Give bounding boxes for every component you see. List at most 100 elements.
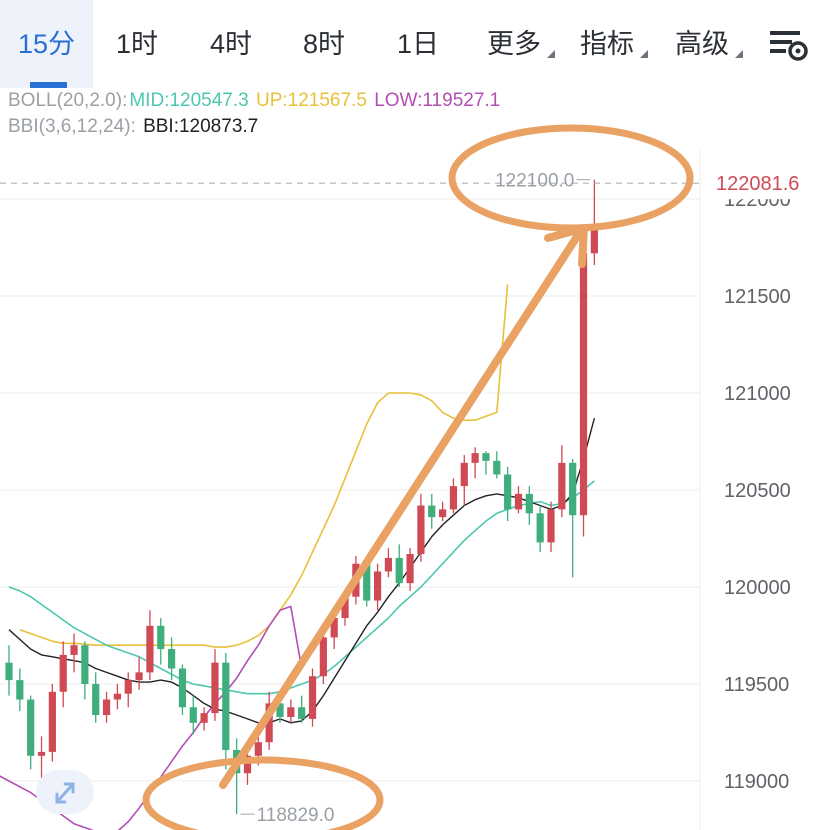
candle-down[interactable] bbox=[92, 672, 100, 723]
candle-up[interactable] bbox=[471, 447, 479, 479]
indicator-settings-icon[interactable] bbox=[768, 24, 810, 64]
candle-down[interactable] bbox=[395, 544, 403, 587]
candle-down[interactable] bbox=[298, 695, 306, 723]
candle-down[interactable] bbox=[569, 458, 577, 578]
candle-up[interactable] bbox=[243, 749, 252, 785]
boll-legend: BOLL(20,2.0): MID:120547.3 UP:121567.5 LO… bbox=[8, 90, 502, 112]
tab-label: 8时 bbox=[303, 29, 346, 59]
price-axis: 1190001195001200001205001210001215001220… bbox=[724, 189, 791, 793]
bbi-line bbox=[8, 418, 596, 724]
candle-up[interactable] bbox=[59, 641, 67, 708]
candle-up[interactable] bbox=[579, 247, 588, 537]
candle-down[interactable] bbox=[493, 451, 501, 479]
candle-down[interactable] bbox=[168, 637, 176, 681]
candle-down[interactable] bbox=[5, 645, 13, 696]
tab-1h[interactable]: 1时 bbox=[116, 0, 158, 88]
candle-body bbox=[428, 505, 436, 518]
candle-up[interactable] bbox=[287, 699, 295, 723]
candle-body bbox=[493, 460, 501, 475]
candle-body bbox=[406, 554, 414, 584]
candle-down[interactable] bbox=[525, 486, 533, 525]
candle-up[interactable] bbox=[308, 668, 317, 727]
candle-up[interactable] bbox=[102, 691, 111, 723]
candles[interactable] bbox=[5, 179, 598, 815]
bollinger-bands bbox=[0, 284, 596, 830]
candle-body bbox=[211, 662, 219, 714]
candle-body bbox=[243, 755, 252, 774]
tab-label: 更多 bbox=[487, 29, 541, 59]
candle-body bbox=[579, 253, 588, 516]
price-tick-label: 119500 bbox=[724, 674, 789, 696]
active-tab-indicator bbox=[30, 82, 67, 88]
tab-4h[interactable]: 4时 bbox=[210, 0, 252, 88]
candle-up[interactable] bbox=[135, 656, 143, 690]
candle-body bbox=[168, 649, 176, 669]
candle-body bbox=[590, 228, 598, 254]
candle-up[interactable] bbox=[113, 684, 121, 710]
tab-advanced[interactable]: 高级 bbox=[675, 0, 743, 88]
candle-body bbox=[558, 462, 566, 510]
candle-down[interactable] bbox=[27, 695, 35, 770]
candle-up[interactable] bbox=[590, 179, 598, 265]
candle-body bbox=[525, 493, 533, 514]
candle-body bbox=[384, 557, 392, 572]
candle-up[interactable] bbox=[124, 672, 132, 708]
highlight-circle-low bbox=[142, 756, 384, 830]
expand-chart-icon[interactable] bbox=[36, 770, 94, 814]
candle-up[interactable] bbox=[70, 633, 78, 673]
candle-body bbox=[308, 676, 317, 719]
candle-body bbox=[319, 637, 327, 677]
candle-down[interactable] bbox=[233, 738, 241, 815]
tab-8h[interactable]: 8时 bbox=[303, 0, 345, 88]
candle-up[interactable] bbox=[146, 610, 154, 681]
candle-body bbox=[439, 509, 447, 518]
candle-down[interactable] bbox=[222, 652, 230, 770]
candle-up[interactable] bbox=[48, 684, 56, 762]
tab-1d[interactable]: 1日 bbox=[397, 0, 439, 88]
price-tick-label: 120500 bbox=[724, 480, 791, 502]
tab-more[interactable]: 更多 bbox=[487, 0, 555, 88]
tab-label: 4时 bbox=[210, 29, 253, 59]
candle-body bbox=[330, 618, 338, 638]
bbi-value: BBI:120873.7 bbox=[143, 116, 259, 137]
boll-low-value: LOW:119527.1 bbox=[374, 90, 501, 111]
bbi-name: BBI(3,6,12,24): bbox=[8, 116, 136, 137]
candle-down[interactable] bbox=[536, 505, 544, 553]
candle-up[interactable] bbox=[439, 501, 447, 522]
candle-up[interactable] bbox=[211, 649, 219, 721]
candle-down[interactable] bbox=[157, 618, 165, 665]
candle-down[interactable] bbox=[189, 695, 197, 735]
candle-up[interactable] bbox=[200, 707, 208, 731]
candle-down[interactable] bbox=[428, 493, 436, 529]
tab-label: 高级 bbox=[675, 29, 729, 59]
boll-lower-line bbox=[0, 605, 303, 830]
candle-body bbox=[276, 703, 284, 717]
dropdown-caret-icon bbox=[735, 50, 743, 58]
candle-up[interactable] bbox=[384, 548, 392, 578]
candle-down[interactable] bbox=[178, 664, 187, 716]
candle-up[interactable] bbox=[558, 445, 566, 518]
candle-up[interactable] bbox=[449, 478, 458, 514]
candle-down[interactable] bbox=[482, 451, 490, 475]
candle-up[interactable] bbox=[373, 563, 382, 611]
candle-up[interactable] bbox=[460, 455, 468, 506]
candle-body bbox=[222, 662, 230, 750]
candle-up[interactable] bbox=[319, 627, 327, 684]
candle-body bbox=[70, 645, 78, 655]
candle-body bbox=[298, 707, 306, 719]
candle-body bbox=[37, 751, 46, 756]
candle-down[interactable] bbox=[81, 641, 89, 700]
candle-body bbox=[514, 493, 523, 510]
candle-down[interactable] bbox=[16, 668, 24, 712]
candle-up[interactable] bbox=[547, 501, 555, 553]
tab-15m[interactable]: 15分 bbox=[0, 0, 93, 88]
candle-up[interactable] bbox=[406, 548, 414, 591]
candle-down[interactable] bbox=[504, 466, 512, 522]
candle-up[interactable] bbox=[417, 493, 425, 562]
tab-label: 1时 bbox=[116, 29, 159, 59]
candle-up[interactable] bbox=[514, 486, 523, 514]
boll-up-value: UP:121567.5 bbox=[255, 90, 367, 111]
interval-tab-bar: 15分 1时 4时 8时 1日 更多 指标 高级 bbox=[0, 0, 828, 88]
tab-indicators[interactable]: 指标 bbox=[580, 0, 648, 88]
